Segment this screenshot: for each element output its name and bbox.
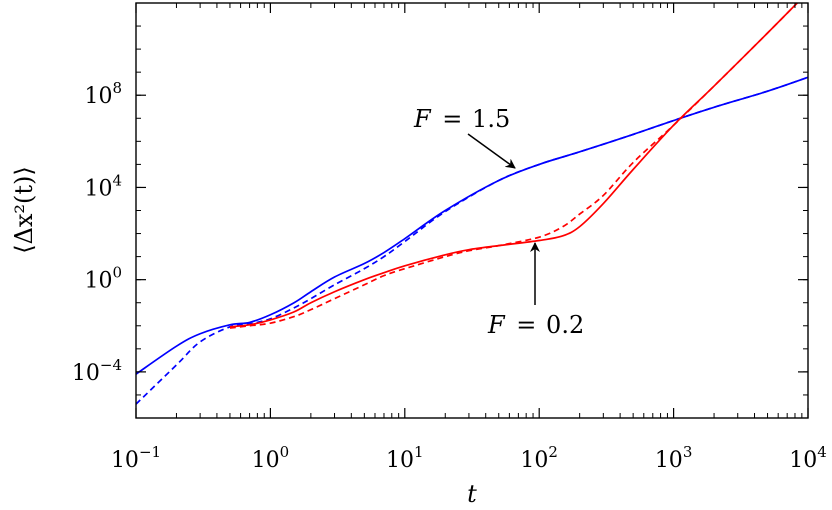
- x-ticks: 10−1 100 101 102 103 104: [111, 3, 827, 473]
- x-axis-title: t: [467, 480, 477, 508]
- y-ticks: 10−4 100 104 108: [72, 2, 808, 419]
- y-tick-label: 104: [84, 171, 122, 201]
- annotation-f-1-5-val: 1.5: [472, 105, 510, 133]
- series-layer: [136, 3, 808, 405]
- series-line-2: [229, 3, 799, 328]
- y-tick-label: 10−4: [72, 356, 122, 386]
- annotation-f-1-5-eq: =: [442, 105, 462, 133]
- x-tick-label: 101: [386, 443, 424, 473]
- annotation-f-0-2-var: F: [487, 311, 506, 339]
- x-tick-label: 103: [655, 443, 693, 473]
- annotation-f-0-2-eq: =: [516, 311, 536, 339]
- svg-text:F = 1.5: F = 1.5: [413, 105, 510, 133]
- svg-text:F = 0.2: F = 0.2: [487, 311, 584, 339]
- x-tick-label: 104: [789, 443, 827, 473]
- x-tick-label: 100: [252, 443, 290, 473]
- annotation-f-1-5-var: F: [413, 105, 432, 133]
- series-line-1: [136, 76, 808, 405]
- x-tick-label: 10−1: [111, 443, 161, 473]
- annotation-f-0-2: F = 0.2: [487, 242, 584, 339]
- plot-frame: [135, 2, 809, 419]
- annotation-f-0-2-val: 0.2: [546, 311, 584, 339]
- y-tick-label: 108: [84, 79, 122, 109]
- y-axis-title: ⟨Δx²(t)⟩: [10, 166, 38, 254]
- y-tick-label: 100: [84, 264, 122, 294]
- annotation-f-1-5-arrow: [467, 133, 516, 169]
- annotation-f-1-5: F = 1.5: [413, 105, 516, 169]
- x-tick-label: 102: [520, 443, 558, 473]
- series-line-3: [229, 3, 799, 329]
